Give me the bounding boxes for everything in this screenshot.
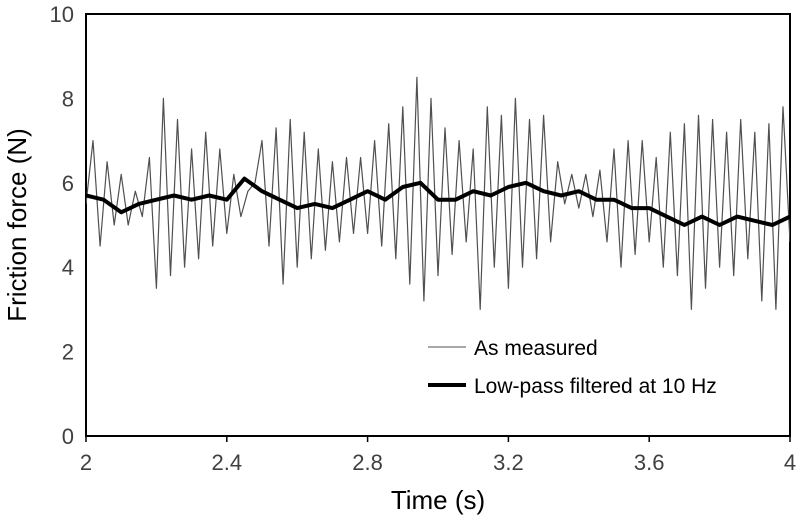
- y-tick-label: 2: [62, 340, 74, 365]
- x-tick-label: 2.8: [352, 450, 383, 475]
- legend-label-low-pass: Low-pass filtered at 10 Hz: [474, 375, 717, 398]
- x-tick-label: 3.2: [493, 450, 524, 475]
- x-axis-ticks: 2 2.4 2.8 3.2 3.6 4: [80, 436, 796, 475]
- x-axis-title: Time (s): [391, 485, 485, 515]
- legend-label-as-measured: As measured: [474, 337, 598, 360]
- legend: As measured Low-pass filtered at 10 Hz: [420, 330, 788, 410]
- y-tick-label: 0: [62, 424, 74, 449]
- legend-background: [420, 330, 788, 410]
- x-tick-label: 2.4: [212, 450, 243, 475]
- plot-frame: [85, 13, 791, 437]
- y-tick-label: 4: [62, 255, 74, 280]
- series-line-as-measured: [86, 76, 790, 310]
- y-tick-label: 8: [62, 86, 74, 111]
- y-tick-label: 10: [50, 2, 74, 27]
- x-tick-label: 4: [784, 450, 796, 475]
- y-tick-label: 6: [62, 171, 74, 196]
- series-line-low-pass-filtered: [86, 176, 790, 227]
- y-axis-title: Friction force (N): [2, 128, 32, 322]
- y-axis-ticks: 0 2 4 6 8 10: [50, 2, 74, 449]
- x-tick-label: 3.6: [634, 450, 665, 475]
- x-tick-label: 2: [80, 450, 92, 475]
- series-layer: [86, 76, 790, 310]
